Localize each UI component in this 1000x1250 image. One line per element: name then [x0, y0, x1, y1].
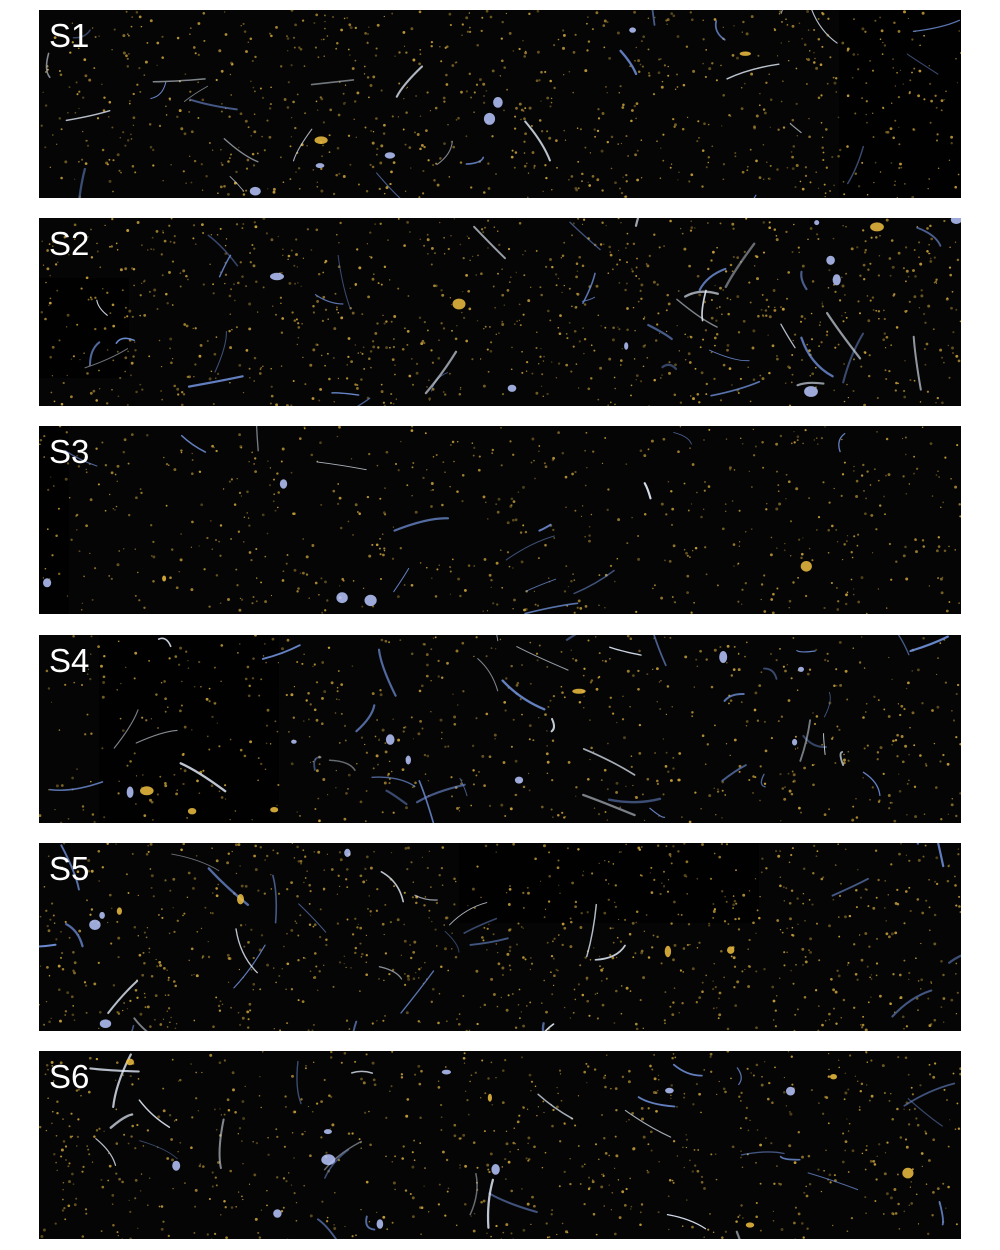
panel-s5: S5 — [39, 843, 961, 1031]
panel-s6-label: S6 — [49, 1058, 90, 1095]
panel-s3-label: S3 — [49, 433, 90, 470]
panel-s2: S2 — [39, 218, 961, 406]
panel-s5-micrograph — [39, 843, 961, 1031]
panel-s4-micrograph — [39, 635, 961, 823]
panel-s3: S3 — [39, 426, 961, 614]
panel-s4-label: S4 — [49, 642, 90, 679]
panel-s5-label: S5 — [49, 850, 90, 887]
panel-s4: S4 — [39, 635, 961, 823]
panel-s6: S6 — [39, 1051, 961, 1239]
panel-s1-label: S1 — [49, 17, 90, 54]
panel-s1-micrograph — [40, 10, 961, 198]
panel-s2-label: S2 — [49, 225, 90, 262]
panel-s6-micrograph — [39, 1051, 961, 1239]
panel-s2-micrograph — [39, 218, 961, 406]
panel-s3-micrograph — [39, 426, 961, 614]
panel-s1: S1 — [39, 10, 961, 198]
